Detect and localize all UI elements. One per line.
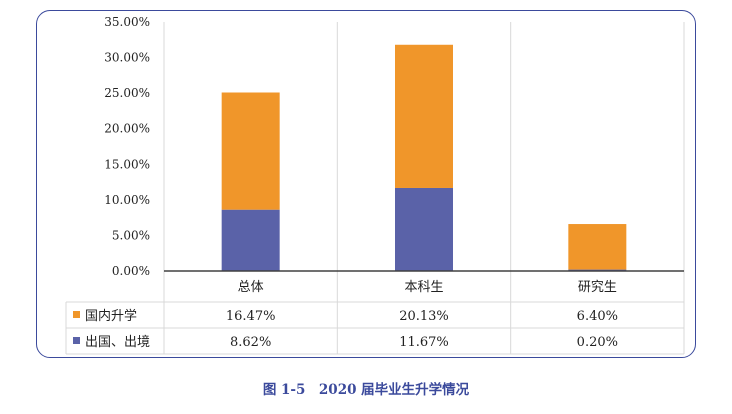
table-value: 11.67% bbox=[399, 335, 449, 350]
table-value: 6.40% bbox=[577, 309, 618, 324]
x-tick-label: 研究生 bbox=[578, 280, 617, 295]
bar-研究生-国内升学 bbox=[568, 224, 627, 270]
bar-本科生-出国、出境 bbox=[395, 187, 453, 271]
y-tick-label: 20.00% bbox=[104, 122, 150, 136]
bar-总体-国内升学 bbox=[221, 92, 280, 210]
table-value: 0.20% bbox=[577, 335, 618, 350]
x-tick-label: 本科生 bbox=[404, 280, 443, 295]
y-tick-label: 0.00% bbox=[112, 264, 150, 278]
y-tick-label: 15.00% bbox=[104, 157, 150, 171]
figure-caption: 图 1-5 2020 届毕业生升学情况 bbox=[262, 382, 470, 398]
table-value: 20.13% bbox=[399, 309, 449, 324]
y-tick-label: 10.00% bbox=[104, 193, 150, 207]
chart-frame bbox=[36, 10, 696, 358]
legend-swatch-出国、出境 bbox=[73, 337, 80, 344]
table-value: 16.47% bbox=[226, 309, 276, 324]
table-value: 8.62% bbox=[230, 335, 271, 350]
legend-label: 出国、出境 bbox=[85, 335, 150, 350]
y-tick-label: 5.00% bbox=[112, 228, 150, 242]
stacked-bar-chart: 0.00% 5.00% 10.00% 15.00% 20.00% 25.00% 30.00%… bbox=[65, 15, 685, 355]
x-tick-label: 总体 bbox=[238, 280, 264, 295]
bar-本科生-国内升学 bbox=[395, 44, 453, 188]
y-tick-label: 25.00% bbox=[104, 86, 150, 100]
legend-swatch-国内升学 bbox=[73, 311, 80, 318]
y-tick-label: 30.00% bbox=[104, 51, 150, 65]
bar-总体-出国、出境 bbox=[221, 209, 280, 271]
legend-label: 国内升学 bbox=[85, 308, 137, 324]
y-tick-label: 35.00% bbox=[104, 15, 150, 29]
